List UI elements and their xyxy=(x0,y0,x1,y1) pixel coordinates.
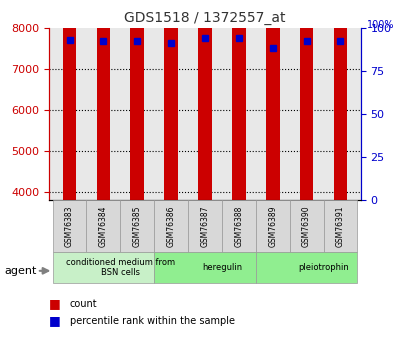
Bar xyxy=(164,0,178,200)
Bar xyxy=(198,0,211,200)
Bar xyxy=(130,0,144,200)
FancyBboxPatch shape xyxy=(52,200,86,252)
Text: count: count xyxy=(70,299,97,308)
FancyBboxPatch shape xyxy=(52,252,154,283)
Text: 100%: 100% xyxy=(366,20,393,30)
Bar xyxy=(333,0,346,200)
FancyBboxPatch shape xyxy=(289,200,323,252)
Text: GSM76386: GSM76386 xyxy=(166,205,175,247)
FancyBboxPatch shape xyxy=(86,200,120,252)
FancyBboxPatch shape xyxy=(154,200,188,252)
FancyBboxPatch shape xyxy=(221,200,255,252)
Text: GSM76391: GSM76391 xyxy=(335,205,344,247)
Text: GSM76385: GSM76385 xyxy=(133,205,142,247)
Bar xyxy=(299,0,312,200)
Text: GSM76388: GSM76388 xyxy=(234,205,243,247)
Bar xyxy=(63,0,76,200)
Text: percentile rank within the sample: percentile rank within the sample xyxy=(70,316,234,326)
Text: ■: ■ xyxy=(49,297,61,310)
Bar xyxy=(265,16,279,200)
FancyBboxPatch shape xyxy=(255,200,289,252)
Text: GSM76384: GSM76384 xyxy=(99,205,108,247)
Text: pleiotrophin: pleiotrophin xyxy=(297,263,348,272)
FancyBboxPatch shape xyxy=(154,252,255,283)
Text: heregulin: heregulin xyxy=(201,263,241,272)
Text: GSM76383: GSM76383 xyxy=(65,205,74,247)
FancyBboxPatch shape xyxy=(120,200,154,252)
Text: agent: agent xyxy=(4,266,36,276)
FancyBboxPatch shape xyxy=(188,200,221,252)
Title: GDS1518 / 1372557_at: GDS1518 / 1372557_at xyxy=(124,11,285,25)
Text: GSM76389: GSM76389 xyxy=(267,205,276,247)
Text: conditioned medium from
BSN cells: conditioned medium from BSN cells xyxy=(65,258,175,277)
Text: ■: ■ xyxy=(49,314,61,327)
Bar xyxy=(97,0,110,200)
Text: GSM76390: GSM76390 xyxy=(301,205,310,247)
Bar xyxy=(231,0,245,200)
FancyBboxPatch shape xyxy=(323,200,357,252)
FancyBboxPatch shape xyxy=(255,252,357,283)
Text: GSM76387: GSM76387 xyxy=(200,205,209,247)
